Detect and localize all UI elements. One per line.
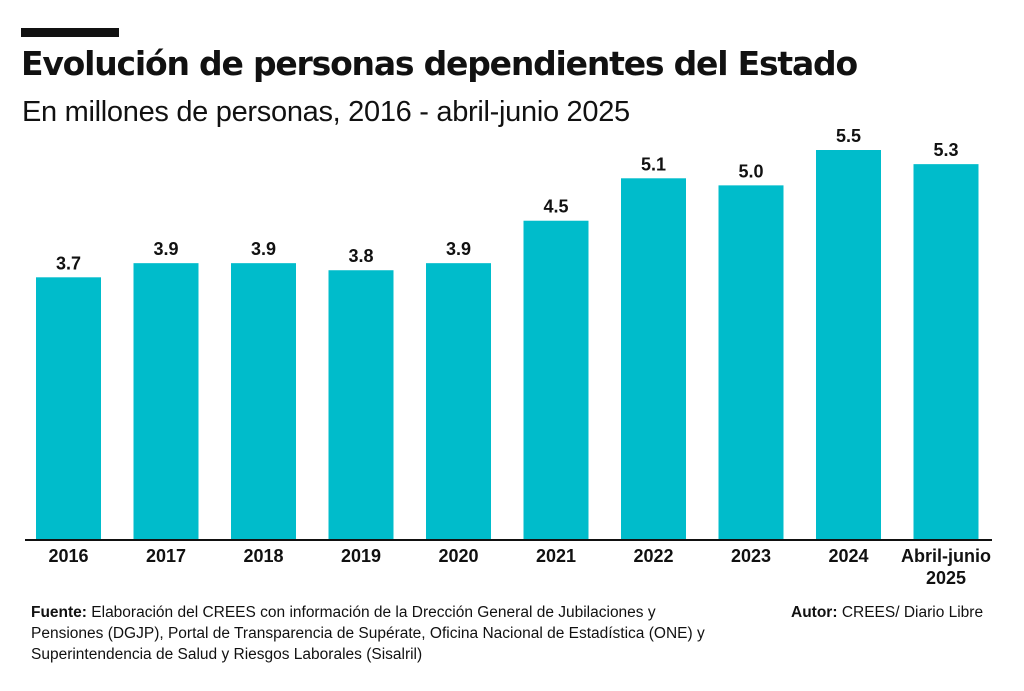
data-label-4: 3.9	[446, 239, 471, 259]
bar-1	[133, 263, 199, 539]
tick-label-6: 2022	[633, 546, 673, 566]
tick-label-1: 2017	[146, 546, 186, 566]
tick-label-3: 2019	[341, 546, 381, 566]
data-label-6: 5.1	[641, 154, 666, 174]
data-label-5: 4.5	[543, 197, 568, 217]
author-note: Autor: CREES/ Diario Libre	[791, 602, 983, 623]
bar-2	[231, 263, 296, 539]
bar-7	[718, 185, 784, 539]
data-label-0: 3.7	[56, 253, 81, 273]
data-label-8: 5.5	[836, 126, 861, 146]
bar-6	[621, 178, 686, 540]
chart-title: Evolución de personas dependientes del E…	[21, 44, 858, 83]
tick-label-4: 2020	[438, 546, 478, 566]
data-label-7: 5.0	[738, 161, 763, 181]
bar-chart: 3.7 2016 3.9 2017 3.9 2018 3.8 2019 3.9 2020 4.5 20…	[25, 126, 992, 588]
bar-4	[426, 263, 491, 539]
bar-5	[523, 220, 589, 539]
title-rule	[21, 28, 119, 37]
author-label: Autor:	[791, 604, 838, 621]
source-label: Fuente:	[31, 604, 87, 621]
source-text: Elaboración del CREES con información de…	[31, 604, 705, 663]
bar-3	[328, 270, 394, 539]
data-label-1: 3.9	[153, 239, 178, 259]
author-text: CREES/ Diario Libre	[841, 604, 984, 621]
data-label-3: 3.8	[348, 246, 373, 266]
tick-label-2: 2018	[243, 546, 283, 566]
tick-label-0: 2016	[48, 546, 88, 566]
source-note: Fuente: Elaboración del CREES con inform…	[31, 602, 731, 665]
chart-subtitle: En millones de personas, 2016 - abril-ju…	[22, 96, 630, 128]
tick-label-7: 2023	[731, 546, 771, 566]
data-label-2: 3.9	[251, 239, 276, 259]
tick-label-9: Abril-junio 2025	[901, 546, 991, 588]
tick-label-8: 2024	[828, 546, 868, 566]
data-label-9: 5.3	[933, 140, 958, 160]
bar-0	[36, 277, 101, 539]
bar-9	[913, 164, 979, 540]
tick-label-5: 2021	[536, 546, 576, 566]
bar-8	[816, 150, 881, 539]
